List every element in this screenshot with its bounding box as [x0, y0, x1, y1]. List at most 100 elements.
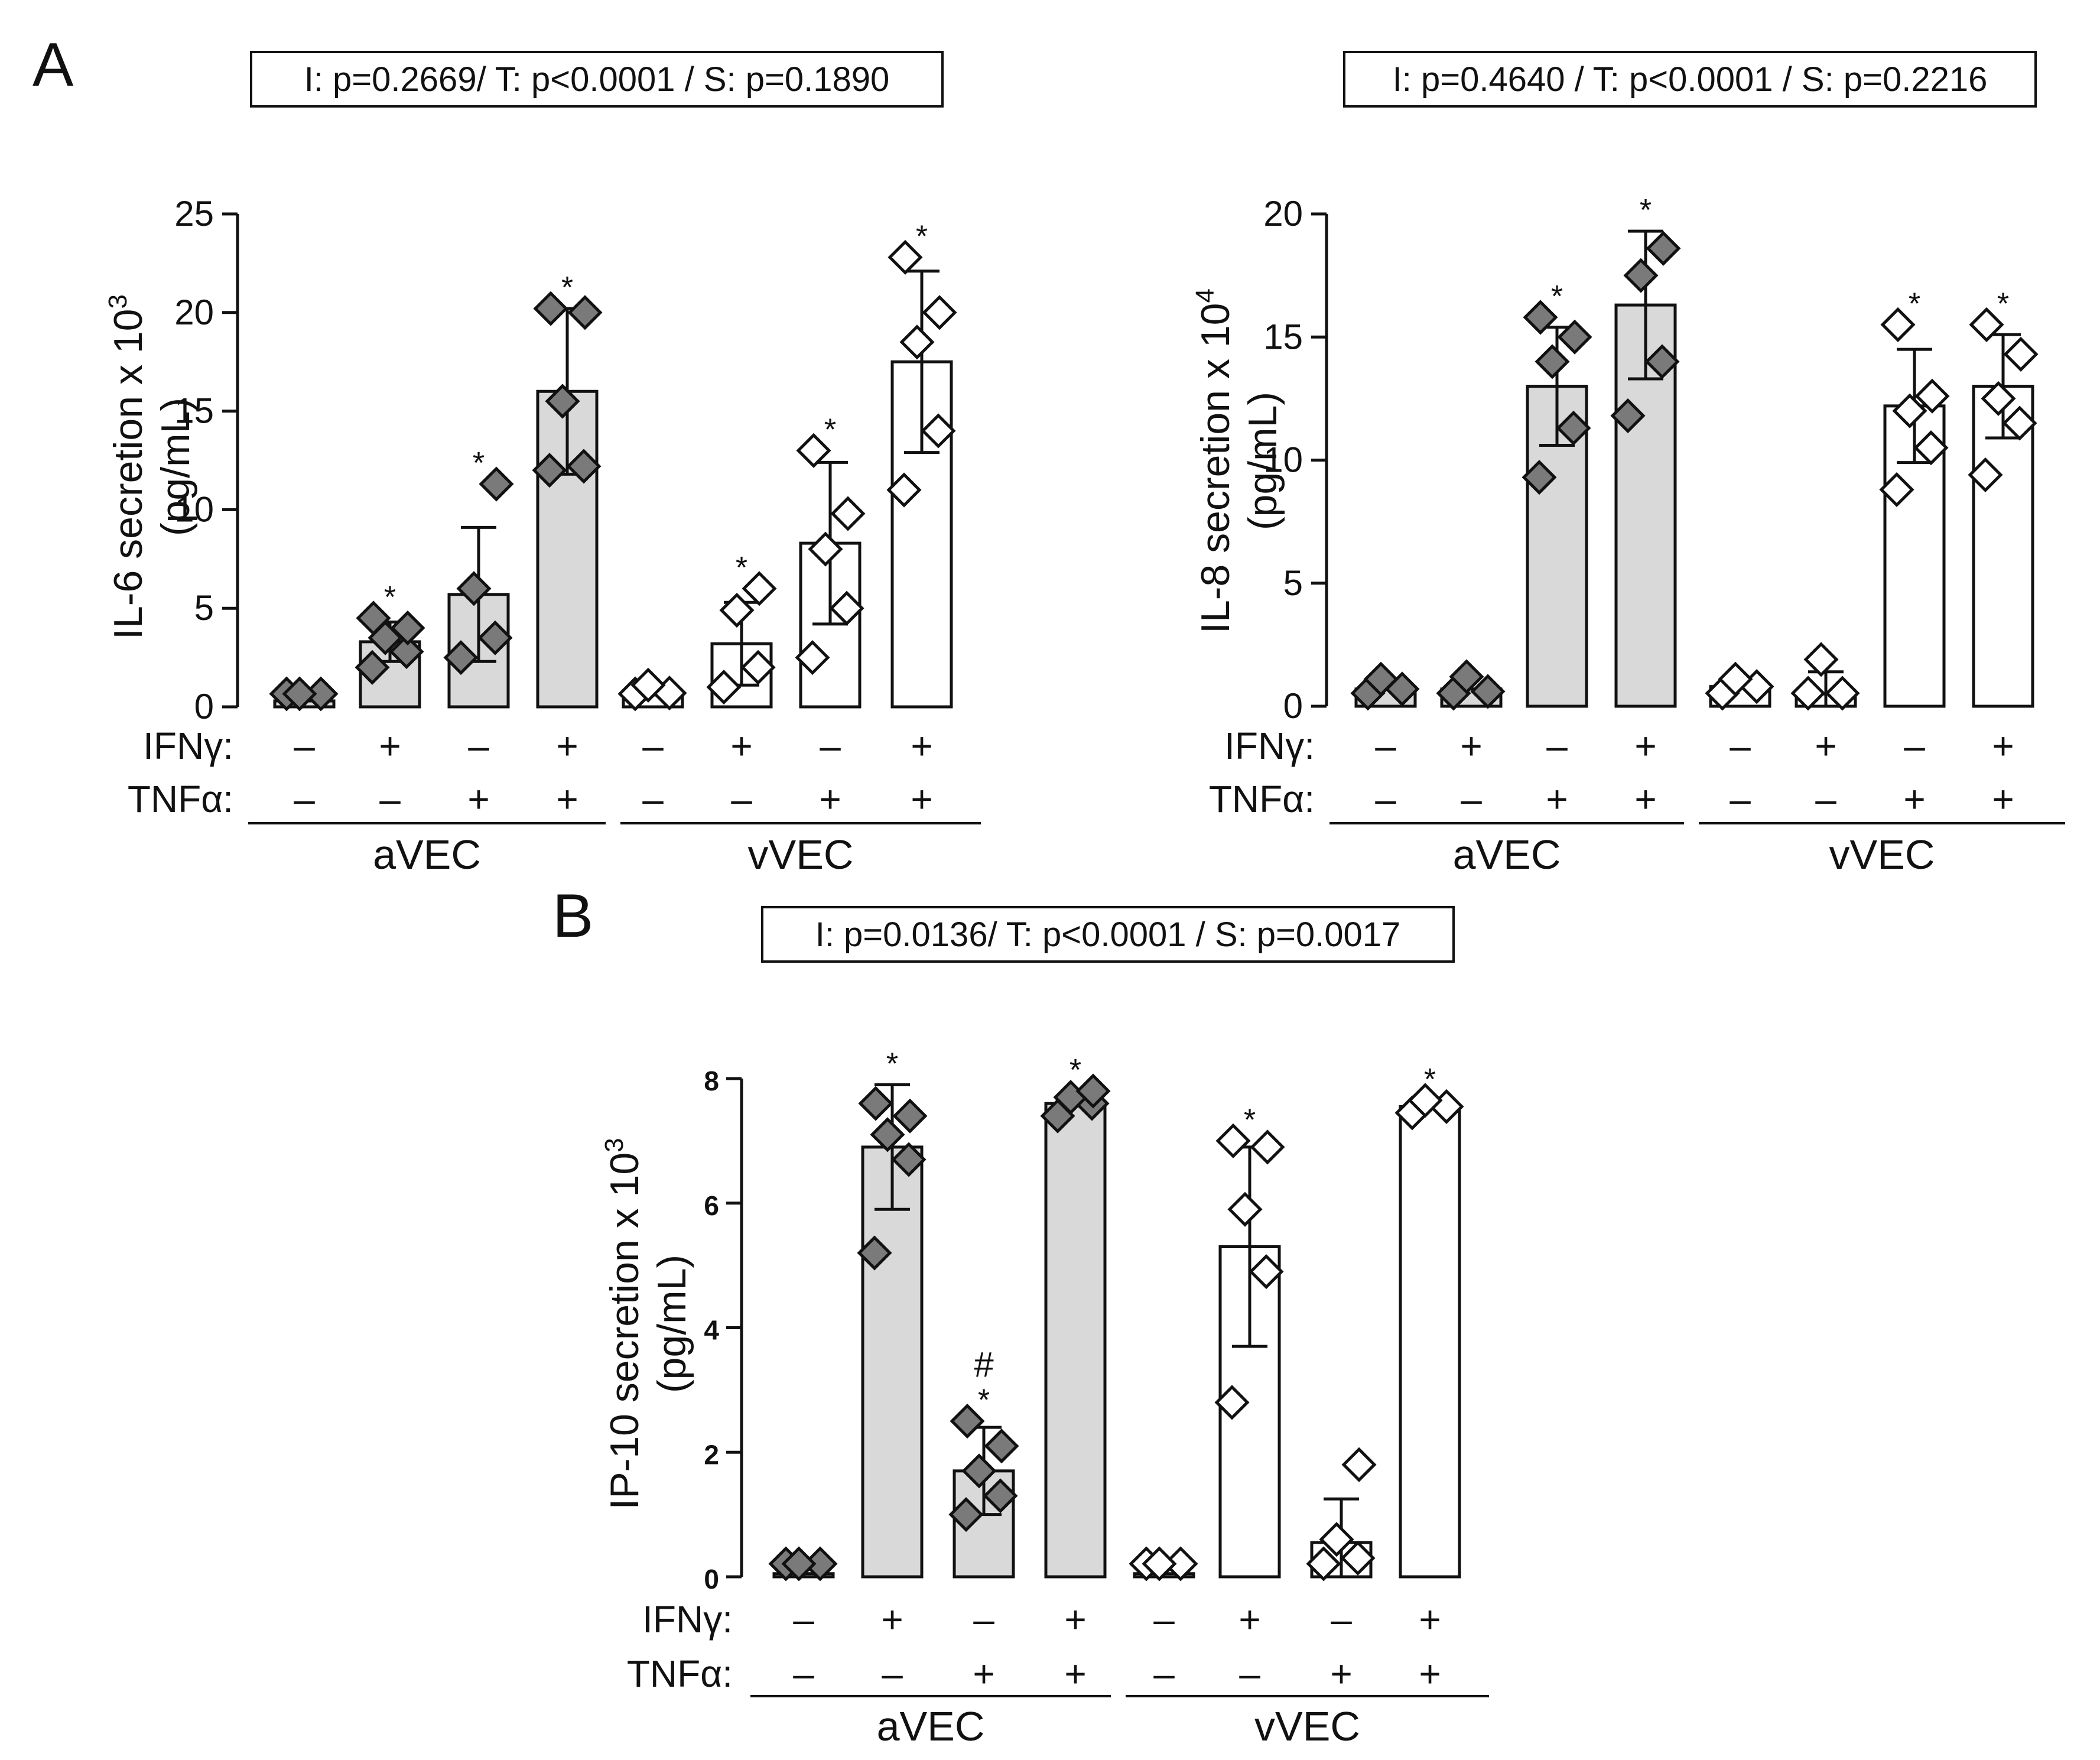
il8-data-point: [1790, 676, 1826, 711]
ip10-bar: [861, 1145, 924, 1579]
il8-data-point: [1646, 230, 1681, 266]
il8-stats-text: I: p=0.4640 / T: p<0.0001 / S: p=0.2216: [1393, 60, 1988, 99]
il6-data-point: [886, 472, 922, 508]
il8-significance-star: *: [1551, 280, 1563, 314]
il8-y-title: IL-8 secretion x 104: [1191, 288, 1238, 634]
il8-tnf-sign: +: [1992, 778, 2014, 820]
il8-data-point: [1880, 307, 1916, 342]
il8-ifn-row-label: IFNγ:: [1224, 725, 1315, 767]
ip10-data-point: [1250, 1129, 1285, 1165]
il8-ifn-sign: +: [1815, 725, 1836, 767]
ip10-tnf-sign: +: [1419, 1652, 1441, 1695]
il8-y-title-main: IL-8 secretion x 10: [1193, 303, 1238, 634]
il6-ifn-sign: –: [468, 725, 489, 767]
ip10-ifn-sign: –: [793, 1598, 814, 1641]
il6-data-point: [719, 593, 755, 628]
il8-y-tick-label: 0: [1283, 686, 1303, 726]
il8-data-point: [1557, 319, 1592, 355]
il8-ifn-sign: +: [1992, 725, 2014, 767]
il6-data-point: [477, 620, 513, 655]
il8-data-point: [1968, 457, 2003, 493]
ip10-data-point: [857, 1235, 892, 1271]
il8-tnf-sign: +: [1546, 778, 1568, 820]
ip10-data-point: [1341, 1447, 1377, 1482]
il6-data-point: [356, 600, 391, 636]
il8-data-point: [1718, 661, 1753, 697]
ip10-ifn-row-label: IFNγ:: [642, 1598, 733, 1641]
il6-tnf-sign: +: [467, 778, 489, 820]
ip10-tnf-row-label: TNFα:: [627, 1652, 733, 1695]
ip10-data-point: [891, 1142, 927, 1177]
il6-ifn-sign: –: [820, 725, 841, 767]
ip10-significance-hash: #: [974, 1345, 994, 1385]
il6-data-point: [922, 295, 957, 330]
ip10-y-tick-label: 8: [704, 1066, 719, 1096]
il6-stats-box: [250, 51, 944, 108]
il6-ifn-row-label: IFNγ:: [143, 725, 233, 767]
panel-b-label: B: [552, 882, 593, 950]
ip10-significance-star: *: [978, 1384, 990, 1418]
ip10-y-title-exponent: 3: [600, 1138, 629, 1152]
il8-data-point: [1913, 430, 1949, 466]
il8-data-point: [1803, 642, 1839, 677]
ip10-data-point: [1215, 1123, 1251, 1158]
il6-y-tick-label: 5: [194, 588, 214, 628]
ip10-y-title-main: IP-10 secretion x 10: [602, 1152, 647, 1510]
ip10-ifn-sign: –: [1153, 1598, 1175, 1641]
ip10-y-units: (pg/mL): [649, 1255, 694, 1393]
ip10-y-title-group: IP-10 secretion x 103 (pg/mL): [600, 1138, 694, 1509]
il8-y-title-exponent: 4: [1191, 288, 1220, 303]
ip10-significance-star: *: [1244, 1103, 1256, 1137]
il6-data-point: [829, 590, 864, 626]
il8-tnf-row-label: TNFα:: [1209, 778, 1315, 820]
ip10-data-point: [781, 1546, 817, 1582]
ip10-data-point: [948, 1497, 984, 1532]
il8-data-point: [1363, 661, 1399, 697]
ip10-data-point: [1214, 1385, 1250, 1420]
il8-y-tick-label: 5: [1283, 563, 1303, 603]
il6-y-title-main: IL-6 secretion x 10: [106, 309, 151, 639]
ip10-y-tick-label: 4: [704, 1315, 719, 1346]
ip10-significance-star: *: [1424, 1063, 1436, 1097]
il8-group-label: vVEC: [1829, 832, 1935, 878]
il8-ifn-sign: +: [1634, 725, 1656, 767]
ip10-ifn-sign: +: [1064, 1598, 1086, 1641]
ip10-stats-box: [761, 906, 1455, 963]
il6-data-point: [796, 433, 831, 468]
il8-y-tick-label: 20: [1263, 194, 1303, 233]
il8-ifn-sign: –: [1546, 725, 1568, 767]
il8-data-point: [1535, 344, 1570, 379]
ip10-data-point: [870, 1117, 905, 1152]
il8-significance-star: *: [1997, 287, 2009, 321]
il6-data-point: [630, 667, 666, 703]
ip10-bar: [1399, 1105, 1461, 1579]
il6-significance-star: *: [916, 219, 928, 254]
il6-significance-star: *: [736, 551, 747, 585]
il6-data-point: [795, 640, 830, 676]
il6-ifn-sign: +: [730, 725, 752, 767]
ip10-tnf-sign: –: [1239, 1652, 1260, 1695]
il6-y-tick-label: 25: [174, 194, 214, 233]
ip10-data-point: [983, 1478, 1018, 1514]
il8-data-point: [1825, 676, 1860, 711]
il6-data-point: [706, 670, 742, 705]
il8-data-point: [1914, 378, 1950, 414]
ip10-ifn-sign: +: [1419, 1598, 1441, 1641]
il6-y-tick-label: 10: [174, 489, 214, 529]
il6-tnf-sign: +: [556, 778, 578, 820]
il6-tnf-sign: –: [731, 778, 752, 820]
il6-group-label: vVEC: [748, 832, 854, 878]
ip10-ifn-sign: +: [1238, 1598, 1260, 1641]
il6-data-point: [443, 640, 479, 676]
ip10-tnf-sign: –: [882, 1652, 903, 1695]
ip10-data-point: [1227, 1191, 1263, 1227]
il8-data-point: [1892, 393, 1927, 428]
il6-data-point: [282, 676, 317, 712]
ip10-data-point: [1306, 1546, 1341, 1582]
ip10-chart: I: p=0.0136/ T: p<0.0001 / S: p=0.0017 0 2…: [600, 906, 1489, 1749]
il8-tnf-sign: +: [1903, 778, 1925, 820]
il6-y-title-exponent: 3: [103, 294, 132, 309]
il6-ifn-sign: –: [294, 725, 315, 767]
il8-group-label: aVEC: [1453, 832, 1561, 878]
